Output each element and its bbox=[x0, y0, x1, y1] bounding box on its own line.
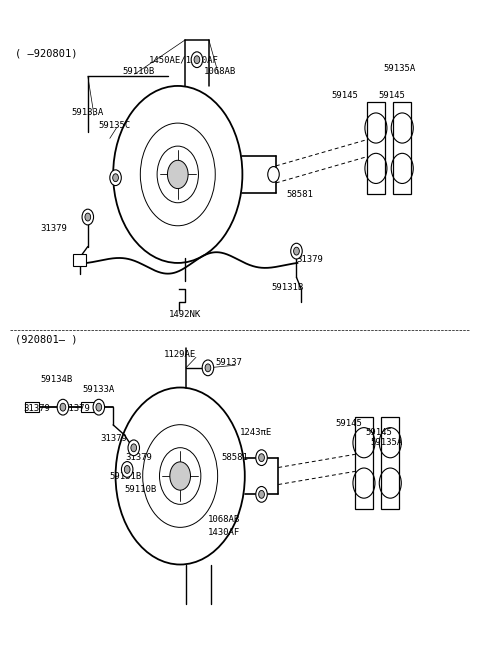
Circle shape bbox=[124, 466, 130, 474]
Text: 1129AE: 1129AE bbox=[163, 350, 196, 359]
Circle shape bbox=[168, 160, 188, 189]
Text: 1243πE: 1243πE bbox=[240, 428, 272, 437]
Circle shape bbox=[268, 167, 279, 182]
Text: 59131B: 59131B bbox=[271, 283, 303, 292]
Text: 1450AE/1430AF: 1450AE/1430AF bbox=[149, 55, 219, 64]
Text: 59145: 59145 bbox=[331, 91, 358, 100]
Circle shape bbox=[60, 403, 66, 411]
Text: 59145: 59145 bbox=[365, 428, 392, 437]
Circle shape bbox=[256, 450, 267, 466]
Text: 58581: 58581 bbox=[287, 191, 314, 199]
Text: 59135A: 59135A bbox=[370, 438, 402, 447]
Circle shape bbox=[256, 486, 267, 502]
Circle shape bbox=[96, 403, 102, 411]
Circle shape bbox=[82, 209, 94, 225]
Text: 59134B: 59134B bbox=[40, 375, 72, 384]
Text: 1430AF: 1430AF bbox=[207, 528, 240, 537]
Text: 58581: 58581 bbox=[222, 453, 249, 462]
Circle shape bbox=[121, 462, 133, 478]
Bar bbox=[355, 417, 373, 509]
Text: 31379: 31379 bbox=[40, 225, 67, 233]
Circle shape bbox=[131, 444, 137, 452]
Text: 31379: 31379 bbox=[296, 256, 323, 264]
Text: 59110B: 59110B bbox=[124, 486, 156, 495]
Text: 31379: 31379 bbox=[125, 453, 152, 462]
Circle shape bbox=[170, 462, 191, 490]
Text: 1068AB: 1068AB bbox=[204, 67, 236, 76]
Circle shape bbox=[113, 173, 119, 181]
Text: 59131B: 59131B bbox=[110, 472, 142, 482]
Text: 59110B: 59110B bbox=[123, 67, 155, 76]
Text: 59135A: 59135A bbox=[384, 64, 416, 73]
Bar bbox=[73, 254, 86, 266]
Text: 59137: 59137 bbox=[215, 358, 242, 367]
Circle shape bbox=[57, 399, 69, 415]
Bar bbox=[381, 417, 399, 509]
Circle shape bbox=[110, 170, 121, 185]
Circle shape bbox=[202, 360, 214, 376]
Bar bbox=[367, 102, 385, 194]
Bar bbox=[81, 402, 96, 413]
Text: 1068AB: 1068AB bbox=[207, 515, 240, 524]
Circle shape bbox=[85, 213, 91, 221]
Text: (920801– ): (920801– ) bbox=[15, 335, 78, 345]
Circle shape bbox=[93, 399, 105, 415]
Bar bbox=[393, 102, 411, 194]
Text: 59145: 59145 bbox=[379, 91, 406, 100]
Circle shape bbox=[194, 56, 200, 64]
Bar bbox=[24, 402, 39, 413]
Circle shape bbox=[191, 52, 203, 68]
Circle shape bbox=[128, 440, 140, 456]
Circle shape bbox=[259, 454, 264, 462]
Text: 31379: 31379 bbox=[63, 404, 90, 413]
Circle shape bbox=[205, 364, 211, 372]
Text: 59135C: 59135C bbox=[99, 121, 131, 130]
Circle shape bbox=[294, 247, 300, 255]
Text: 31379: 31379 bbox=[23, 404, 50, 413]
Text: 59145: 59145 bbox=[336, 419, 362, 428]
Text: 59133A: 59133A bbox=[72, 108, 104, 118]
Circle shape bbox=[291, 243, 302, 259]
Text: 59133A: 59133A bbox=[82, 385, 114, 394]
Circle shape bbox=[259, 490, 264, 498]
Text: 1492NK: 1492NK bbox=[169, 309, 202, 319]
Text: 31379: 31379 bbox=[100, 434, 127, 443]
Text: ( –920801): ( –920801) bbox=[15, 49, 78, 58]
